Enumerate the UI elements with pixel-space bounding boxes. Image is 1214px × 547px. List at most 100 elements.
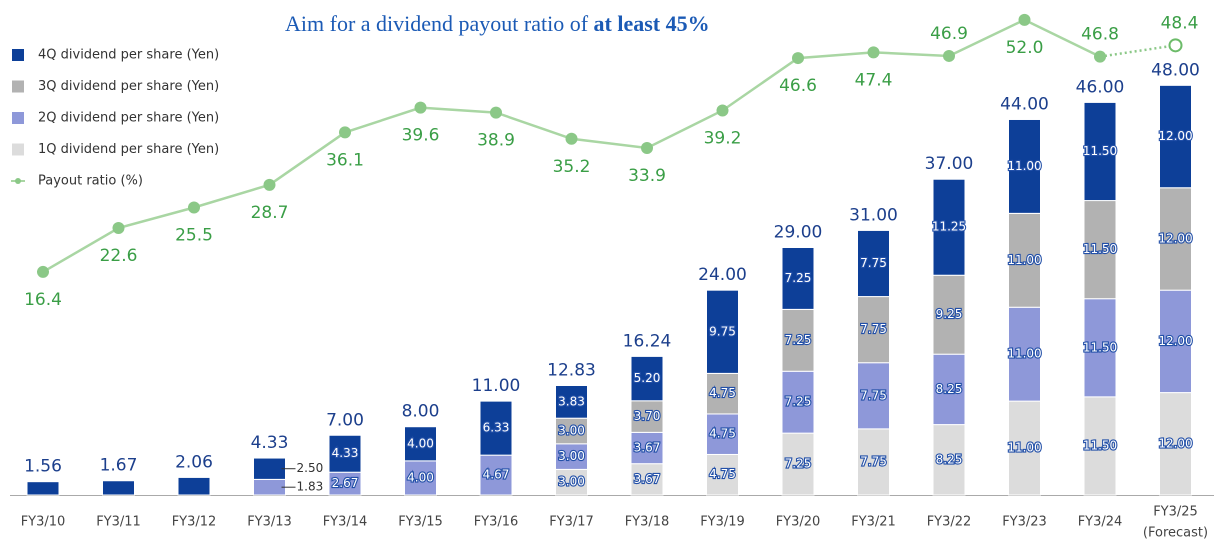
segment-label: 3.67	[634, 472, 661, 486]
legend-label: 3Q dividend per share (Yen)	[38, 79, 219, 94]
payout-label: 38.9	[477, 131, 515, 151]
bar-segment	[932, 178, 966, 276]
bar-segment	[26, 481, 60, 496]
segment-label: 12.00	[1158, 231, 1192, 245]
segment-label: 8.25	[936, 452, 963, 466]
bar-segment	[857, 428, 890, 496]
bar-segment	[706, 453, 739, 496]
segment-label: 11.00	[1007, 441, 1041, 455]
payout-label: 39.2	[704, 128, 742, 148]
segment-label: 11.50	[1083, 438, 1117, 452]
total-label: 1.67	[100, 456, 138, 476]
bar-segment	[857, 296, 890, 364]
payout-label: 46.9	[930, 24, 968, 44]
total-label: 7.00	[326, 410, 364, 430]
total-label: 1.56	[24, 457, 62, 477]
bar-segment	[177, 476, 211, 496]
bar-segment	[857, 362, 890, 430]
segment-label: 12.00	[1158, 436, 1192, 450]
segment-label: 4.00	[407, 436, 434, 450]
segment-label: 11.50	[1083, 340, 1117, 354]
bar-segment	[706, 289, 739, 374]
total-label: 37.00	[925, 154, 974, 174]
segment-label: 11.00	[1007, 253, 1041, 267]
legend-swatch	[12, 49, 24, 61]
total-label: 11.00	[472, 376, 521, 396]
segment-label: 7.25	[785, 333, 812, 347]
bar-segment	[706, 413, 739, 455]
payout-point	[565, 132, 578, 145]
segment-label: 4.33	[332, 446, 359, 460]
bar-segment	[1008, 118, 1041, 214]
total-label: 16.24	[623, 331, 672, 351]
bar-segment	[1083, 200, 1117, 300]
payout-point	[943, 49, 955, 62]
payout-label: 35.2	[553, 157, 591, 177]
legend-swatch	[12, 112, 24, 124]
chart-title: Aim for a dividend payout ratio of at le…	[285, 11, 710, 36]
total-label: 4.33	[251, 433, 289, 453]
payout-label: 36.1	[326, 150, 364, 170]
bar-segment	[555, 385, 588, 419]
segment-label: 9.25	[936, 307, 963, 321]
bar-segment	[857, 229, 890, 298]
bar-segment	[102, 480, 135, 496]
bar-segment	[1083, 101, 1117, 202]
bar-segment	[253, 457, 286, 480]
bar-segment	[781, 432, 815, 496]
payout-point	[339, 126, 351, 139]
segment-label: 4.75	[709, 386, 736, 400]
payout-point	[1168, 38, 1183, 53]
payout-label: 25.5	[175, 225, 213, 245]
total-label: 48.00	[1151, 60, 1200, 80]
segment-label: 7.25	[785, 395, 812, 409]
bar-segment	[630, 400, 664, 433]
bar-segment	[555, 443, 588, 470]
bar-segment	[253, 478, 286, 496]
title-text: Aim for a dividend payout ratio of	[285, 11, 594, 36]
legend-label: Payout ratio (%)	[38, 174, 143, 189]
payout-point	[716, 104, 729, 117]
bar-segment	[706, 372, 739, 415]
segment-label: 4.75	[709, 467, 736, 481]
segment-label: 7.75	[860, 454, 887, 468]
payout-label: 22.6	[100, 246, 138, 266]
payout-label: 33.9	[628, 166, 666, 186]
x-tick-label: FY3/25	[1153, 505, 1198, 520]
payout-point	[112, 222, 125, 235]
bar-segment	[555, 417, 588, 445]
legend-label: 2Q dividend per share (Yen)	[38, 111, 219, 126]
bar-segment	[328, 434, 362, 473]
total-label: 44.00	[1000, 94, 1049, 114]
segment-label: 7.25	[785, 271, 812, 285]
bar-segment	[1159, 84, 1192, 189]
bar-segment	[1159, 187, 1192, 291]
x-tick-label: FY3/18	[625, 515, 670, 530]
x-tick-label: FY3/14	[323, 515, 368, 530]
total-label: 31.00	[849, 205, 898, 225]
segment-label: 4.67	[483, 468, 510, 482]
bar-segment	[630, 355, 664, 402]
segment-label: 11.00	[1007, 159, 1041, 173]
segment-label: 4.75	[709, 427, 736, 441]
payout-label: 47.4	[855, 70, 893, 90]
payout-point	[867, 46, 880, 59]
legend-marker	[15, 178, 21, 184]
x-tick-label: (Forecast)	[1143, 526, 1208, 541]
segment-label: 8.25	[936, 382, 963, 396]
legend-label: 1Q dividend per share (Yen)	[38, 142, 219, 157]
payout-point	[263, 178, 276, 191]
payout-point	[641, 142, 653, 155]
segment-label: 7.75	[860, 256, 887, 270]
payout-label: 48.4	[1161, 13, 1199, 33]
segment-label: 2.67	[332, 476, 359, 490]
bar-segment	[404, 426, 437, 462]
bar-segment	[630, 431, 664, 465]
payout-point	[792, 52, 804, 65]
bar-segment	[479, 400, 513, 456]
bar-segment	[555, 468, 588, 496]
payout-point	[37, 265, 49, 278]
legend-label: 4Q dividend per share (Yen)	[38, 48, 219, 63]
bar-segment	[781, 247, 815, 310]
